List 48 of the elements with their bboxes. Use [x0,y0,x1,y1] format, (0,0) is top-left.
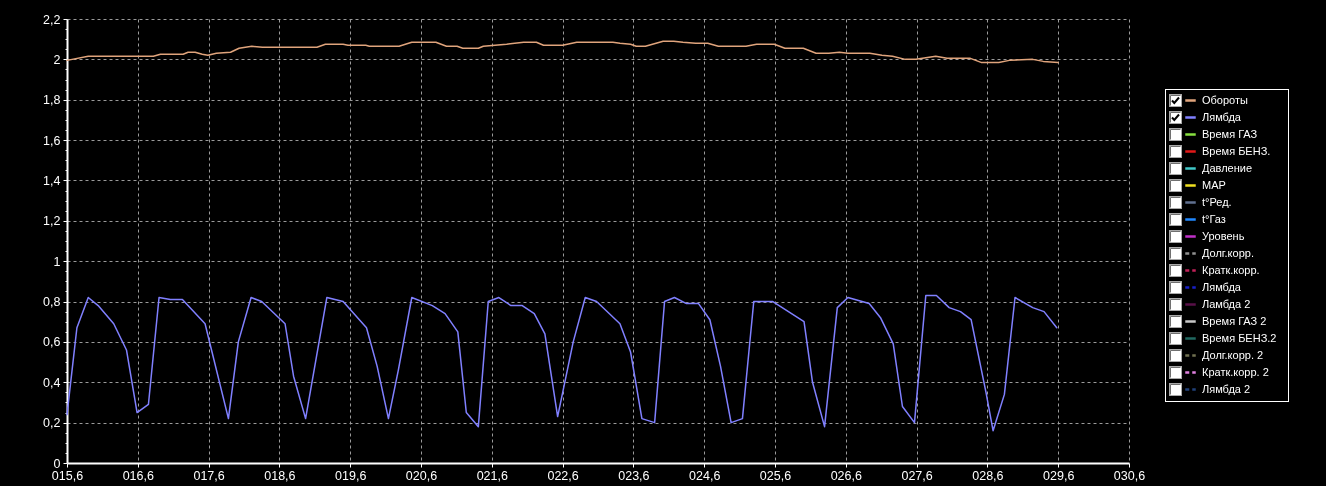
x-tick-label: 016,6 [122,468,154,483]
legend-label: Лямбда 2 [1202,382,1251,395]
x-tick-label: 024,6 [689,468,721,483]
y-tick-label: 1,2 [43,214,61,229]
y-tick-label: 0,2 [43,416,61,431]
legend-label: МАР [1202,178,1226,191]
x-tick-label: 030,6 [1113,468,1146,483]
x-tick-label: 018,6 [264,468,296,483]
x-tick-label: 025,6 [759,468,792,483]
legend-label: Ламбда 2 [1202,297,1251,310]
y-tick-label: 1,8 [43,93,61,108]
x-tick-label: 026,6 [830,468,862,483]
x-tick-label: 027,6 [901,468,933,483]
x-tick-label: 020,6 [405,468,438,483]
y-tick-label: 0 [53,456,61,471]
legend-label: Давление [1202,161,1253,174]
x-tick-label: 028,6 [972,468,1004,483]
legend-label: Время БЕНЗ.2 [1202,331,1277,344]
y-tick-label: 2,2 [43,12,61,27]
legend-label: Долг.корр. [1202,246,1254,259]
y-tick-label: 1,4 [43,173,61,188]
x-tick-label: 021,6 [476,468,508,483]
y-tick-label: 0,8 [43,295,61,310]
legend-label: Время БЕНЗ. [1202,144,1271,157]
y-tick-label: 0,6 [43,335,61,350]
legend-label: Кратк.корр. 2 [1202,365,1269,378]
x-tick-label: 019,6 [335,468,367,483]
legend-label: Кратк.корр. [1202,263,1260,276]
legend-label: Обороты [1202,93,1249,106]
y-tick-label: 0,4 [43,375,61,390]
legend-label: Время ГАЗ [1202,127,1258,140]
y-tick-label: 2 [53,52,61,67]
legend-label: Лямбда [1202,110,1242,123]
x-tick-label: 022,6 [547,468,579,483]
y-tick-label: 1,6 [43,133,61,148]
line-series [66,40,1059,64]
legend-label: Время ГАЗ 2 [1202,314,1267,327]
x-tick-label: 015,6 [51,468,84,483]
x-tick-label: 017,6 [193,468,225,483]
legend-label: Долг.корр. 2 [1202,348,1264,361]
legend-label: t°Ред. [1202,195,1232,208]
x-tick-label: 023,6 [618,468,650,483]
y-tick-label: 1 [53,254,61,269]
legend-label: t°Газ [1202,212,1226,225]
x-tick-label: 029,6 [1043,468,1075,483]
line-series [66,294,1058,432]
legend-label: Лямбда [1202,280,1242,293]
legend-label: Уровень [1202,229,1245,242]
